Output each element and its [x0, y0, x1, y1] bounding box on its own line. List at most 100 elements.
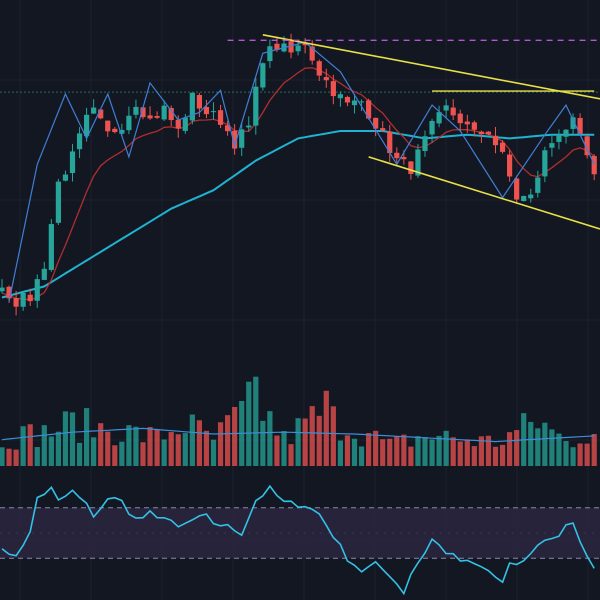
- candle-body: [232, 130, 238, 149]
- volume-bar: [98, 423, 104, 466]
- volume-bar: [253, 376, 259, 466]
- volume-bar: [577, 443, 583, 466]
- candle-body: [55, 181, 61, 223]
- candle-body: [105, 120, 111, 132]
- candle-body: [499, 142, 506, 152]
- volume-bar: [344, 435, 351, 466]
- candle-body: [182, 117, 188, 131]
- volume-bar: [351, 438, 358, 466]
- candle-body: [126, 115, 132, 131]
- candle-body: [6, 286, 12, 299]
- candle-body: [154, 116, 160, 118]
- candle-body: [394, 152, 400, 159]
- volume-bar: [591, 434, 597, 466]
- candle-body: [253, 86, 259, 126]
- volume-bar: [478, 436, 484, 466]
- candle-body: [337, 94, 343, 99]
- candle-body: [288, 41, 294, 53]
- volume-bar: [20, 426, 26, 466]
- candle-body: [330, 81, 336, 97]
- volume-bar: [549, 429, 555, 466]
- volume-bar: [443, 430, 449, 466]
- volume-bar: [366, 433, 372, 466]
- volume-bar: [41, 425, 47, 466]
- candle-body: [147, 115, 153, 119]
- candle-body: [584, 136, 590, 156]
- volume-bar: [119, 441, 125, 466]
- candle-body: [373, 117, 379, 129]
- volume-bar: [91, 437, 97, 466]
- volume-bar: [528, 421, 534, 466]
- candle-body: [380, 128, 386, 131]
- volume-bar: [161, 439, 167, 466]
- candle-body: [563, 129, 569, 137]
- volume-bar: [267, 411, 273, 466]
- oscillator-panel: [0, 484, 600, 596]
- volume-bar: [48, 436, 54, 466]
- candle-body: [119, 129, 125, 134]
- candle-body: [401, 157, 407, 160]
- candle-body: [62, 174, 69, 181]
- volume-bar: [492, 446, 499, 466]
- volume-bar: [358, 446, 365, 466]
- candle-body: [309, 46, 315, 61]
- candle-body: [140, 107, 146, 118]
- candle-body: [168, 108, 174, 121]
- volume-bar: [507, 432, 513, 466]
- volume-bar: [330, 406, 336, 466]
- candle-body: [387, 131, 393, 154]
- volume-bar: [34, 447, 40, 466]
- candle-body: [471, 122, 477, 130]
- candle-body: [408, 161, 414, 174]
- volume-bar: [337, 440, 343, 466]
- candle-body: [478, 131, 484, 135]
- candle-body: [0, 287, 5, 292]
- volume-bar: [563, 440, 569, 466]
- volume-bar: [182, 433, 188, 466]
- volume-bar: [246, 381, 252, 466]
- volume-bar: [225, 415, 231, 466]
- candle-body: [196, 95, 202, 109]
- candle-body: [415, 149, 421, 176]
- candle-body: [189, 92, 195, 121]
- candle-body: [492, 135, 499, 146]
- candle-body: [570, 117, 576, 129]
- candle-body: [41, 268, 47, 280]
- oscillator-line: [1, 484, 595, 596]
- candle-body: [366, 100, 372, 119]
- volume-bar: [217, 422, 224, 466]
- volume-bar: [112, 445, 118, 466]
- oscillator-band: [0, 507, 600, 559]
- candle-body: [591, 156, 597, 175]
- volume-bar: [196, 420, 202, 466]
- zigzag-line: [8, 41, 595, 302]
- volume-panel: [0, 376, 597, 466]
- candle-body: [295, 45, 301, 52]
- volume-bar: [323, 390, 329, 466]
- volume-bar: [380, 439, 386, 466]
- candle-body: [542, 150, 548, 177]
- volume-bar: [514, 430, 520, 466]
- candle-body: [267, 46, 273, 62]
- volume-bar: [408, 446, 414, 466]
- volume-bar: [203, 430, 210, 466]
- candle-body: [260, 63, 266, 88]
- volume-bar: [302, 418, 308, 466]
- candle-body: [210, 111, 217, 113]
- volume-bar: [309, 406, 315, 466]
- candle-body: [203, 106, 210, 115]
- candle-body: [556, 134, 562, 142]
- volume-bar: [140, 442, 146, 466]
- candle-body: [464, 121, 470, 125]
- volume-bar: [13, 449, 19, 466]
- candle-body: [76, 133, 83, 150]
- candle-body: [161, 105, 167, 120]
- price-panel: [0, 33, 600, 316]
- candle-body: [351, 100, 358, 106]
- candle-body: [69, 151, 76, 174]
- candle-body: [13, 297, 19, 307]
- candle-body: [225, 125, 231, 132]
- volume-bar: [76, 442, 83, 466]
- drawing-tools: [227, 34, 600, 230]
